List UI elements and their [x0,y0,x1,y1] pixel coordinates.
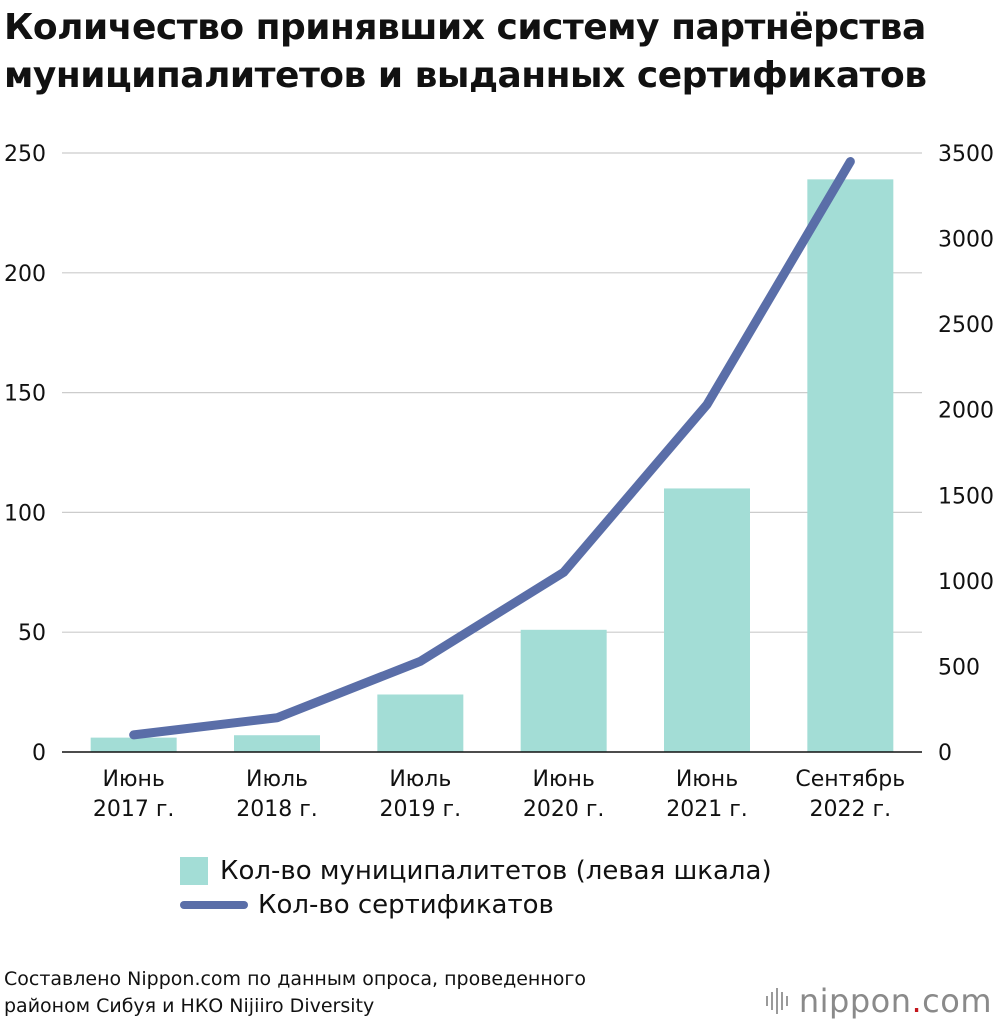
bar-series [90,179,894,752]
line-point [706,404,708,406]
right-axis: 0 500 1000 1500 2000 2500 3000 3500 [938,142,994,766]
left-tick-label: 100 [4,501,46,526]
bar [377,694,464,752]
x-tick-label-line1: Июнь [676,767,738,792]
legend-label-certificates: Кол-во сертификатов [258,890,554,920]
x-tick-label-line2: 2017 г. [93,797,175,822]
right-tick-label: 1000 [938,570,994,595]
source-line-1: Составлено Nippon.com по данным опроса, … [4,968,586,990]
bar [807,179,894,752]
line-point [276,717,278,719]
left-tick-label: 250 [4,142,46,167]
source-line-2: районом Сибуя и НКО Nijiiro Diversity [4,995,375,1017]
bar [520,629,607,752]
x-tick-label-line1: Июль [246,767,308,792]
x-tick-label-line1: Июнь [103,767,165,792]
chart-title-line-2: муниципалитетов и выданных сертификатов [4,55,927,96]
line-point [133,734,135,736]
chart-title-line-1: Количество принявших систему партнёрства [4,7,926,48]
series-line [129,157,855,740]
legend-item-municipalities: Кол-во муниципалитетов (левая шкала) [180,856,772,886]
logo-dot: . [911,982,923,1020]
logo-name: nippon [798,982,912,1020]
right-tick-label: 3000 [938,228,994,253]
x-tick-label-line2: 2020 г. [523,797,605,822]
nippon-logo: nippon. com [765,982,992,1020]
right-tick-label: 500 [938,655,980,680]
x-tick-label-line2: 2021 г. [666,797,748,822]
x-tick-label-line2: 2018 г. [236,797,318,822]
legend-bar-swatch [180,857,208,885]
line-point [563,571,565,573]
grid-lines [62,152,922,633]
combo-chart: 0 50 100 150 200 250 0 500 1000 1500 2000 2500 3000… [4,142,994,822]
right-tick-label: 3500 [938,142,994,167]
legend-label-municipalities: Кол-во муниципалитетов (левая шкала) [220,856,772,886]
x-tick-label-line1: Июль [389,767,451,792]
line-series [129,157,855,740]
left-tick-label: 50 [18,621,46,646]
legend-item-certificates: Кол-во сертификатов [180,890,554,920]
right-tick-label: 2500 [938,313,994,338]
bar [234,735,320,752]
line-point [419,660,421,662]
legend-line-swatch [180,901,248,909]
right-tick-label: 1500 [938,484,994,509]
line-point [849,161,851,163]
x-tick-label-line1: Сентябрь [795,767,905,792]
x-tick-label-line1: Июнь [533,767,595,792]
x-tick-label-line2: 2022 г. [810,797,892,822]
left-axis: 0 50 100 150 200 250 [4,142,46,766]
bar [90,737,177,752]
right-tick-label: 0 [938,741,952,766]
source-note: Составлено Nippon.com по данным опроса, … [4,966,586,1020]
left-tick-label: 150 [4,382,46,407]
chart-title: Количество принявших систему партнёрства… [4,4,994,100]
left-tick-label: 0 [32,741,46,766]
bar [664,488,750,752]
right-tick-label: 2000 [938,399,994,424]
left-tick-label: 200 [4,262,46,287]
logo-bars-icon [765,986,791,1016]
logo-suffix: com [922,982,992,1020]
x-tick-label-line2: 2019 г. [380,797,462,822]
x-axis: Июнь 2017 г. Июль 2018 г. Июль 2019 г. Июнь 202… [62,751,922,822]
